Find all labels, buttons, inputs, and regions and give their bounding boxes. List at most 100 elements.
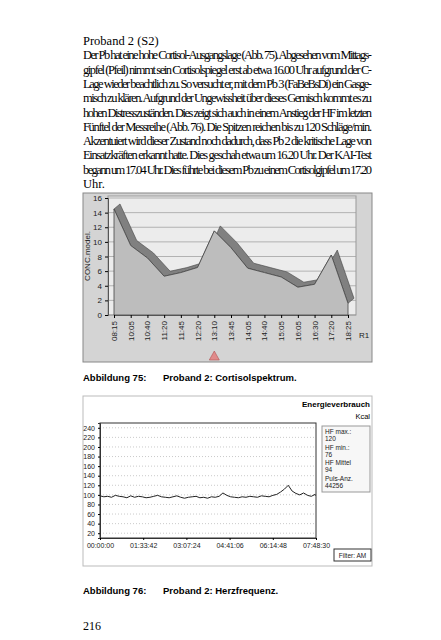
tick: 17:20 <box>327 315 336 341</box>
tick: 180 <box>83 453 100 460</box>
figure-caption: Proband 2: Herzfrequenz. <box>163 585 278 596</box>
tick-label: 100 <box>83 492 95 499</box>
tick-mark <box>98 437 100 438</box>
tick-mark <box>98 428 100 429</box>
axis-title: CONC.model. <box>83 231 92 281</box>
tick-mark <box>186 538 187 540</box>
tick-mark <box>264 315 265 318</box>
marks <box>114 204 354 315</box>
chart-frame <box>83 193 372 362</box>
tick-mark <box>315 315 316 318</box>
page: Proband 2 (S2)Der Pb hat eine hohe Corti… <box>0 0 441 640</box>
tick: 16 <box>93 194 108 203</box>
text-line: misch zu klären. Aufgrund der Ungewisshe… <box>83 91 373 105</box>
tick-mark <box>316 538 317 540</box>
tick-label: 14 <box>93 209 102 218</box>
tick: 08:15 <box>110 315 119 341</box>
tick-mark <box>230 538 231 540</box>
tick: 4 <box>98 282 108 291</box>
tick-mark <box>98 533 100 534</box>
tick-label: 13:45 <box>227 320 236 341</box>
grid-line <box>100 437 316 438</box>
tick-label: 14:05 <box>244 320 253 341</box>
stat-value: 44256 <box>325 482 343 489</box>
tick: 00:00:00 <box>87 538 114 549</box>
tick: 15:05 <box>277 315 286 341</box>
tick-mark <box>181 315 182 318</box>
tick-mark <box>198 315 199 318</box>
tick: 14 <box>93 209 108 218</box>
tick-mark <box>98 504 100 505</box>
tick: 12 <box>93 223 108 232</box>
stat-label: HF min.: <box>325 444 350 451</box>
stats-box <box>322 426 370 492</box>
plot-area <box>100 423 316 538</box>
text-line: Lage wieder beachtlich zu. So versucht e… <box>83 77 372 91</box>
axis-line <box>115 316 349 319</box>
grid-line <box>100 456 316 457</box>
tick-label: 240 <box>83 425 95 432</box>
chart-title: Energieverbrauch <box>302 400 370 409</box>
line <box>100 485 316 498</box>
tick: 07:48:30 <box>303 538 330 549</box>
tick: 16:30 <box>311 315 320 341</box>
tick-label: 200 <box>83 444 95 451</box>
tick-label: 60 <box>87 511 95 518</box>
stat-label: HF Mittel <box>325 459 352 466</box>
tick-mark <box>98 524 100 525</box>
tick: 220 <box>83 434 100 441</box>
grid-line <box>100 533 316 534</box>
tick-label: 12 <box>93 223 102 232</box>
page-number: 216 <box>83 619 101 633</box>
tick-mark <box>164 315 165 318</box>
tick-mark <box>100 538 101 540</box>
tick: 14:05 <box>244 315 253 341</box>
marks <box>100 485 316 498</box>
x-axis: 08:1510:0510:4011:2011:4512:2013:1013:45… <box>110 315 353 341</box>
stat-value: 120 <box>325 435 336 442</box>
tick-mark <box>98 495 100 496</box>
tick: 11:45 <box>177 315 186 340</box>
tick-label: 06:14:48 <box>260 542 287 549</box>
tick: 160 <box>83 463 100 470</box>
tick-label: 10:05 <box>127 320 136 341</box>
tick: 03:07:24 <box>173 538 200 549</box>
figure-label: Abbildung 75: <box>83 372 146 383</box>
tick-label: 80 <box>87 501 95 508</box>
grid-line <box>100 514 316 515</box>
filter-label: Filter: AM <box>339 552 366 559</box>
tick: 20 <box>87 530 100 537</box>
arrow-marker <box>209 351 219 360</box>
tick-mark <box>147 315 148 318</box>
tick-label: 140 <box>83 472 95 479</box>
grid-line <box>100 446 316 447</box>
tick: 16:05 <box>294 315 303 341</box>
tick: 13:10 <box>210 315 219 341</box>
tick-mark <box>105 300 108 301</box>
tick: 120 <box>83 482 100 489</box>
y-axis: 20406080100120140160180200220240 <box>83 424 100 539</box>
tick-mark <box>281 315 282 318</box>
plot-wall <box>108 196 356 315</box>
y-axis: 0246810121416 <box>93 194 108 320</box>
tick-label: 8 <box>98 253 103 262</box>
tick: 140 <box>83 472 100 479</box>
tick-label: 220 <box>83 434 95 441</box>
tick-label: 14:40 <box>260 320 269 341</box>
tick-mark <box>98 466 100 467</box>
stat-value: 76 <box>325 451 333 458</box>
text-line: Uhr. <box>83 177 105 191</box>
tick-label: 20 <box>87 530 95 537</box>
tick-label: 13:10 <box>210 320 219 341</box>
tick: 10:40 <box>143 315 152 341</box>
tick: 14:40 <box>260 315 269 341</box>
tick-label: 120 <box>83 482 95 489</box>
tick-label: 10 <box>93 238 102 247</box>
text-line: begann um 17.04 Uhr. Dies führte bei die… <box>83 163 372 177</box>
tick: 01:33:42 <box>130 538 157 549</box>
tick-label: 01:33:42 <box>130 542 157 549</box>
tick-mark <box>273 538 274 540</box>
tick-mark <box>105 257 108 258</box>
tick-label: 180 <box>83 453 95 460</box>
tick: 100 <box>83 492 100 499</box>
